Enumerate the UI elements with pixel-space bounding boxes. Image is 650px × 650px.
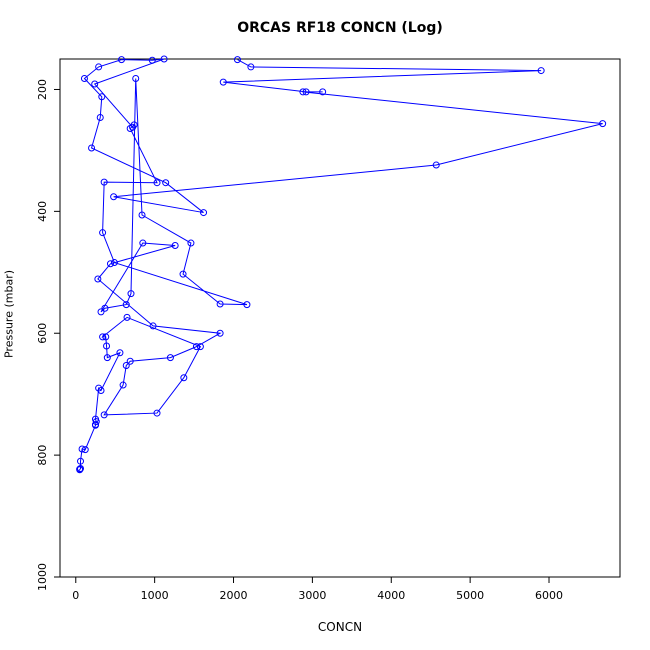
data-point [153,409,161,417]
data-point [92,418,100,426]
data-point [180,374,188,382]
data-point [119,381,127,389]
data-point [126,124,134,132]
data-point [103,354,111,362]
data-point [148,56,156,64]
data-point [95,384,103,392]
data-point [97,387,105,395]
data-point [302,88,310,96]
data-point [80,75,88,82]
data-point [130,121,138,129]
x-tick-label: 4000 [377,589,405,602]
data-point [88,144,96,152]
data-point [81,446,89,454]
data-point [96,114,104,121]
data-point [122,362,130,370]
y-tick-label: 600 [36,323,49,344]
x-tick-label: 3000 [298,589,326,602]
data-point [91,421,99,429]
y-tick-label: 400 [36,201,49,222]
plot-frame [59,58,621,578]
data-point [187,239,195,247]
data-series [76,55,607,474]
x-tick-label: 2000 [220,589,248,602]
data-point [243,301,251,309]
x-tick-label: 1000 [141,589,169,602]
data-point [599,120,607,128]
data-point [77,457,85,465]
data-point [122,301,130,309]
data-point [139,239,147,247]
data-point [78,445,86,453]
data-point [101,304,109,312]
y-tick-label: 800 [36,445,49,466]
data-point [160,55,168,63]
data-point [127,290,135,298]
data-point [216,300,224,308]
data-point [76,465,84,473]
x-tick-label: 5000 [456,589,484,602]
y-tick-label: 200 [36,79,49,100]
data-point [94,275,102,283]
data-point [110,193,118,201]
x-tick-label: 0 [72,589,79,602]
data-point [179,270,187,278]
data-point [138,211,146,219]
data-point [319,88,327,96]
data-point [100,411,108,419]
x-axis-ticks: 0 1000 2000 3000 4000 5000 6000 [72,577,563,602]
data-point [299,88,307,96]
data-point [77,465,85,473]
data-point [166,354,174,362]
y-tick-label: 1000 [36,563,49,591]
data-point [233,56,241,64]
y-axis-ticks: 200 400 600 800 1000 [36,79,60,591]
data-point [91,80,99,88]
x-tick-label: 6000 [535,589,563,602]
data-point [149,322,157,330]
data-point [106,260,114,268]
data-point [102,333,110,341]
data-point [153,179,161,187]
data-point [247,63,255,71]
data-point [126,357,134,365]
data-point [192,343,200,351]
data-point [103,342,111,350]
chart-title: ORCAS RF18 CONCN (Log) [237,20,443,36]
data-point [219,78,227,86]
data-point [132,75,140,82]
data-point [196,343,204,351]
data-point [110,259,118,267]
data-point [97,308,105,316]
data-point [99,333,107,341]
data-point [116,349,124,357]
data-point [99,229,107,237]
data-point [100,178,108,186]
data-point [98,93,106,101]
series-line [79,58,603,472]
data-point [123,313,131,321]
x-axis-label: CONCN [317,620,363,634]
data-point [537,67,545,75]
data-point [95,63,103,71]
data-point [171,241,179,249]
data-point [200,209,208,217]
data-point [162,179,170,187]
data-point [432,161,440,169]
data-point [118,56,126,64]
data-point [216,329,224,337]
